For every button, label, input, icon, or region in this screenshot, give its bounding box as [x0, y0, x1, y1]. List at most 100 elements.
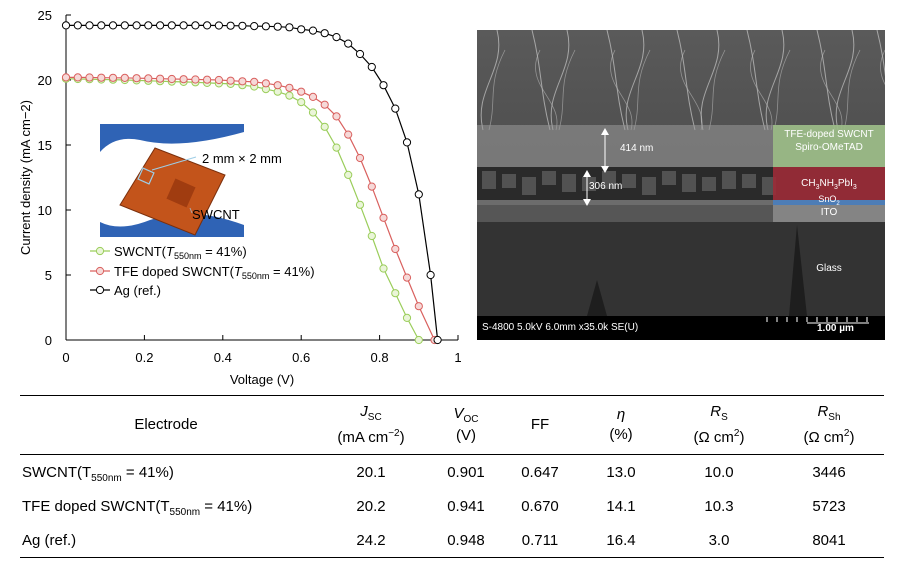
- series-2: [61, 21, 442, 345]
- data-point: [261, 79, 270, 88]
- data-point: [379, 264, 388, 273]
- data-point: [308, 108, 318, 117]
- sem-thickness-bottom-label: 306 nm: [589, 181, 623, 192]
- value-cell: 10.3: [704, 497, 734, 515]
- cnt-fiber: [676, 30, 696, 131]
- overlay-swcnt: [773, 125, 885, 167]
- data-point: [320, 100, 329, 109]
- glass-fracture-2: [789, 225, 807, 316]
- data-point: [433, 335, 442, 345]
- x-axis-label: Voltage (V): [230, 372, 294, 387]
- value-cell: 5723: [812, 497, 846, 515]
- value-cell: 3.0: [708, 531, 730, 549]
- data-point: [332, 112, 341, 121]
- value-cell: 8041: [812, 531, 846, 549]
- data-point: [120, 21, 129, 30]
- perovskite-grain: [682, 174, 696, 192]
- size-leader-line: [151, 156, 197, 171]
- cnt-fiber: [558, 49, 576, 131]
- perovskite-grain: [522, 177, 536, 195]
- cnt-fiber: [876, 30, 885, 77]
- x-tick-label: 1: [454, 350, 461, 365]
- perovskite-grain: [742, 174, 756, 188]
- y-tick-label: 20: [38, 73, 52, 88]
- header-rs: RS (Ω cm2): [693, 403, 745, 446]
- data-point: [226, 76, 235, 85]
- legend-entry-swcnt: SWCNT(T550nm = 41%): [90, 244, 247, 261]
- value-cell: 0.711: [521, 531, 559, 549]
- cnt-fibers: [480, 30, 885, 131]
- cnt-fiber: [880, 49, 885, 85]
- data-point: [132, 21, 141, 30]
- value-cell: 24.2: [356, 531, 386, 549]
- sem-layer-glass-label: Glass: [816, 263, 842, 274]
- data-point: [191, 21, 200, 30]
- data-point: [144, 74, 153, 83]
- data-point: [344, 130, 353, 139]
- data-point: [320, 122, 329, 131]
- sem-scale-label: 1.00 µm: [817, 323, 854, 334]
- y-tick-label: 25: [38, 8, 52, 23]
- legend-entry-ag: Ag (ref.): [90, 283, 161, 298]
- table-header-row: Electrode JSC (mA cm−2) VOC (V) FF η (%) RS…: [20, 395, 884, 455]
- header-rsh: RSh (Ω cm2): [803, 403, 855, 446]
- value-cell: 20.2: [356, 497, 386, 515]
- perovskite-grain: [502, 174, 516, 188]
- data-point: [308, 26, 318, 35]
- data-point: [391, 244, 400, 254]
- x-tick-label: 0.8: [371, 350, 389, 365]
- cnt-fiber: [625, 30, 645, 131]
- data-point: [85, 21, 94, 30]
- glass-fracture-1: [587, 280, 607, 316]
- series-layer: [61, 21, 442, 345]
- data-point: [85, 73, 94, 82]
- data-point: [156, 21, 165, 30]
- sem-layer-swcnt-label: TFE-doped SWCNT: [784, 129, 874, 140]
- value-cell: 16.4: [606, 531, 636, 549]
- active-area-marker: [137, 167, 155, 185]
- overlay-perovskite: [773, 167, 885, 200]
- legend-label: Ag (ref.): [114, 283, 161, 298]
- data-point: [97, 73, 106, 82]
- perovskite-grain: [642, 177, 656, 195]
- data-point: [226, 21, 235, 30]
- data-point: [132, 74, 141, 83]
- value-cell: 0.647: [521, 463, 559, 481]
- data-point: [379, 213, 388, 222]
- x-tick-label: 0: [62, 350, 69, 365]
- data-point: [344, 170, 353, 179]
- swcnt-leader-line: [189, 207, 193, 214]
- perovskite-grain: [582, 177, 596, 191]
- cnt-fiber: [531, 30, 551, 131]
- legend-marker: [95, 266, 105, 276]
- perovskite-grain: [542, 171, 556, 185]
- data-point: [156, 74, 165, 83]
- data-point: [73, 73, 82, 82]
- data-point: [61, 21, 71, 30]
- cnt-fiber: [843, 49, 861, 131]
- glove-top: [100, 124, 244, 152]
- inset-size-label: 2 mm × 2 mm: [202, 151, 282, 166]
- perovskite-grain: [602, 171, 616, 189]
- data-point: [297, 98, 306, 107]
- cnt-fiber: [708, 49, 726, 131]
- data-point: [238, 77, 247, 86]
- arrow-head: [601, 128, 609, 135]
- electrode-cell: TFE doped SWCNT(T550nm = 41%): [22, 497, 253, 518]
- data-point: [167, 21, 176, 30]
- sem-layer-perovskite-label: CH3NH3PbI3: [801, 178, 857, 191]
- data-point: [73, 21, 82, 30]
- data-point: [120, 73, 129, 83]
- data-point: [367, 231, 376, 241]
- data-point: [297, 25, 306, 34]
- sem-layer-sno2-label: SnO2: [818, 194, 840, 207]
- x-tick-label: 0.2: [135, 350, 153, 365]
- header-voc: VOC (V): [453, 405, 479, 444]
- data-point: [61, 73, 71, 82]
- table-row: TFE doped SWCNT(T550nm = 41%) 20.2 0.941 0.…: [20, 489, 884, 523]
- data-point: [97, 21, 106, 30]
- data-point: [332, 33, 341, 42]
- data-point: [414, 190, 423, 199]
- sno2-layer: [477, 200, 885, 205]
